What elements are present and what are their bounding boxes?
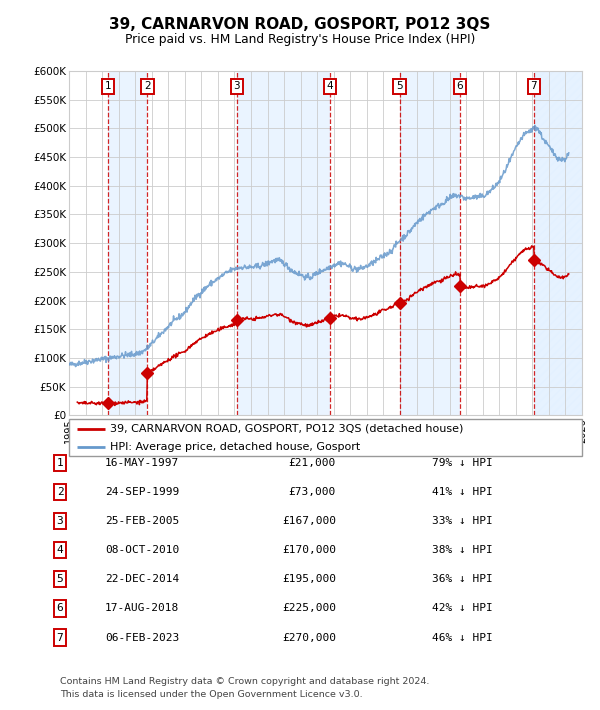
Text: 33% ↓ HPI: 33% ↓ HPI (432, 516, 493, 526)
Text: 25-FEB-2005: 25-FEB-2005 (105, 516, 179, 526)
Text: Contains HM Land Registry data © Crown copyright and database right 2024.: Contains HM Land Registry data © Crown c… (60, 677, 430, 686)
Text: 1: 1 (56, 458, 64, 468)
Text: 2: 2 (144, 82, 151, 92)
Text: 39, CARNARVON ROAD, GOSPORT, PO12 3QS (detached house): 39, CARNARVON ROAD, GOSPORT, PO12 3QS (d… (110, 424, 463, 434)
Text: 4: 4 (326, 82, 333, 92)
Text: 08-OCT-2010: 08-OCT-2010 (105, 545, 179, 555)
Text: £21,000: £21,000 (289, 458, 336, 468)
Text: £195,000: £195,000 (282, 574, 336, 584)
Text: 17-AUG-2018: 17-AUG-2018 (105, 604, 179, 613)
Text: 39, CARNARVON ROAD, GOSPORT, PO12 3QS: 39, CARNARVON ROAD, GOSPORT, PO12 3QS (109, 16, 491, 32)
Text: 5: 5 (397, 82, 403, 92)
Text: £73,000: £73,000 (289, 487, 336, 497)
Text: £225,000: £225,000 (282, 604, 336, 613)
Text: 5: 5 (56, 574, 64, 584)
Text: £170,000: £170,000 (282, 545, 336, 555)
Text: 3: 3 (56, 516, 64, 526)
Text: 06-FEB-2023: 06-FEB-2023 (105, 633, 179, 643)
Text: 2: 2 (56, 487, 64, 497)
Text: 7: 7 (530, 82, 537, 92)
Text: 6: 6 (457, 82, 463, 92)
Text: 38% ↓ HPI: 38% ↓ HPI (432, 545, 493, 555)
Bar (108, 71, 147, 415)
Bar (237, 71, 330, 415)
Text: 46% ↓ HPI: 46% ↓ HPI (432, 633, 493, 643)
Text: 1: 1 (105, 82, 112, 92)
Text: HPI: Average price, detached house, Gosport: HPI: Average price, detached house, Gosp… (110, 442, 360, 452)
Text: 3: 3 (233, 82, 240, 92)
Text: 79% ↓ HPI: 79% ↓ HPI (432, 458, 493, 468)
Text: 42% ↓ HPI: 42% ↓ HPI (432, 604, 493, 613)
Text: £270,000: £270,000 (282, 633, 336, 643)
Text: 24-SEP-1999: 24-SEP-1999 (105, 487, 179, 497)
Bar (534, 71, 582, 415)
Bar (534, 71, 582, 415)
Text: Price paid vs. HM Land Registry's House Price Index (HPI): Price paid vs. HM Land Registry's House … (125, 33, 475, 46)
Text: 36% ↓ HPI: 36% ↓ HPI (432, 574, 493, 584)
Text: 4: 4 (56, 545, 64, 555)
Bar (400, 71, 460, 415)
Text: 7: 7 (56, 633, 64, 643)
Text: £167,000: £167,000 (282, 516, 336, 526)
Text: This data is licensed under the Open Government Licence v3.0.: This data is licensed under the Open Gov… (60, 690, 362, 699)
Text: 22-DEC-2014: 22-DEC-2014 (105, 574, 179, 584)
Text: 16-MAY-1997: 16-MAY-1997 (105, 458, 179, 468)
Text: 41% ↓ HPI: 41% ↓ HPI (432, 487, 493, 497)
Text: 6: 6 (56, 604, 64, 613)
